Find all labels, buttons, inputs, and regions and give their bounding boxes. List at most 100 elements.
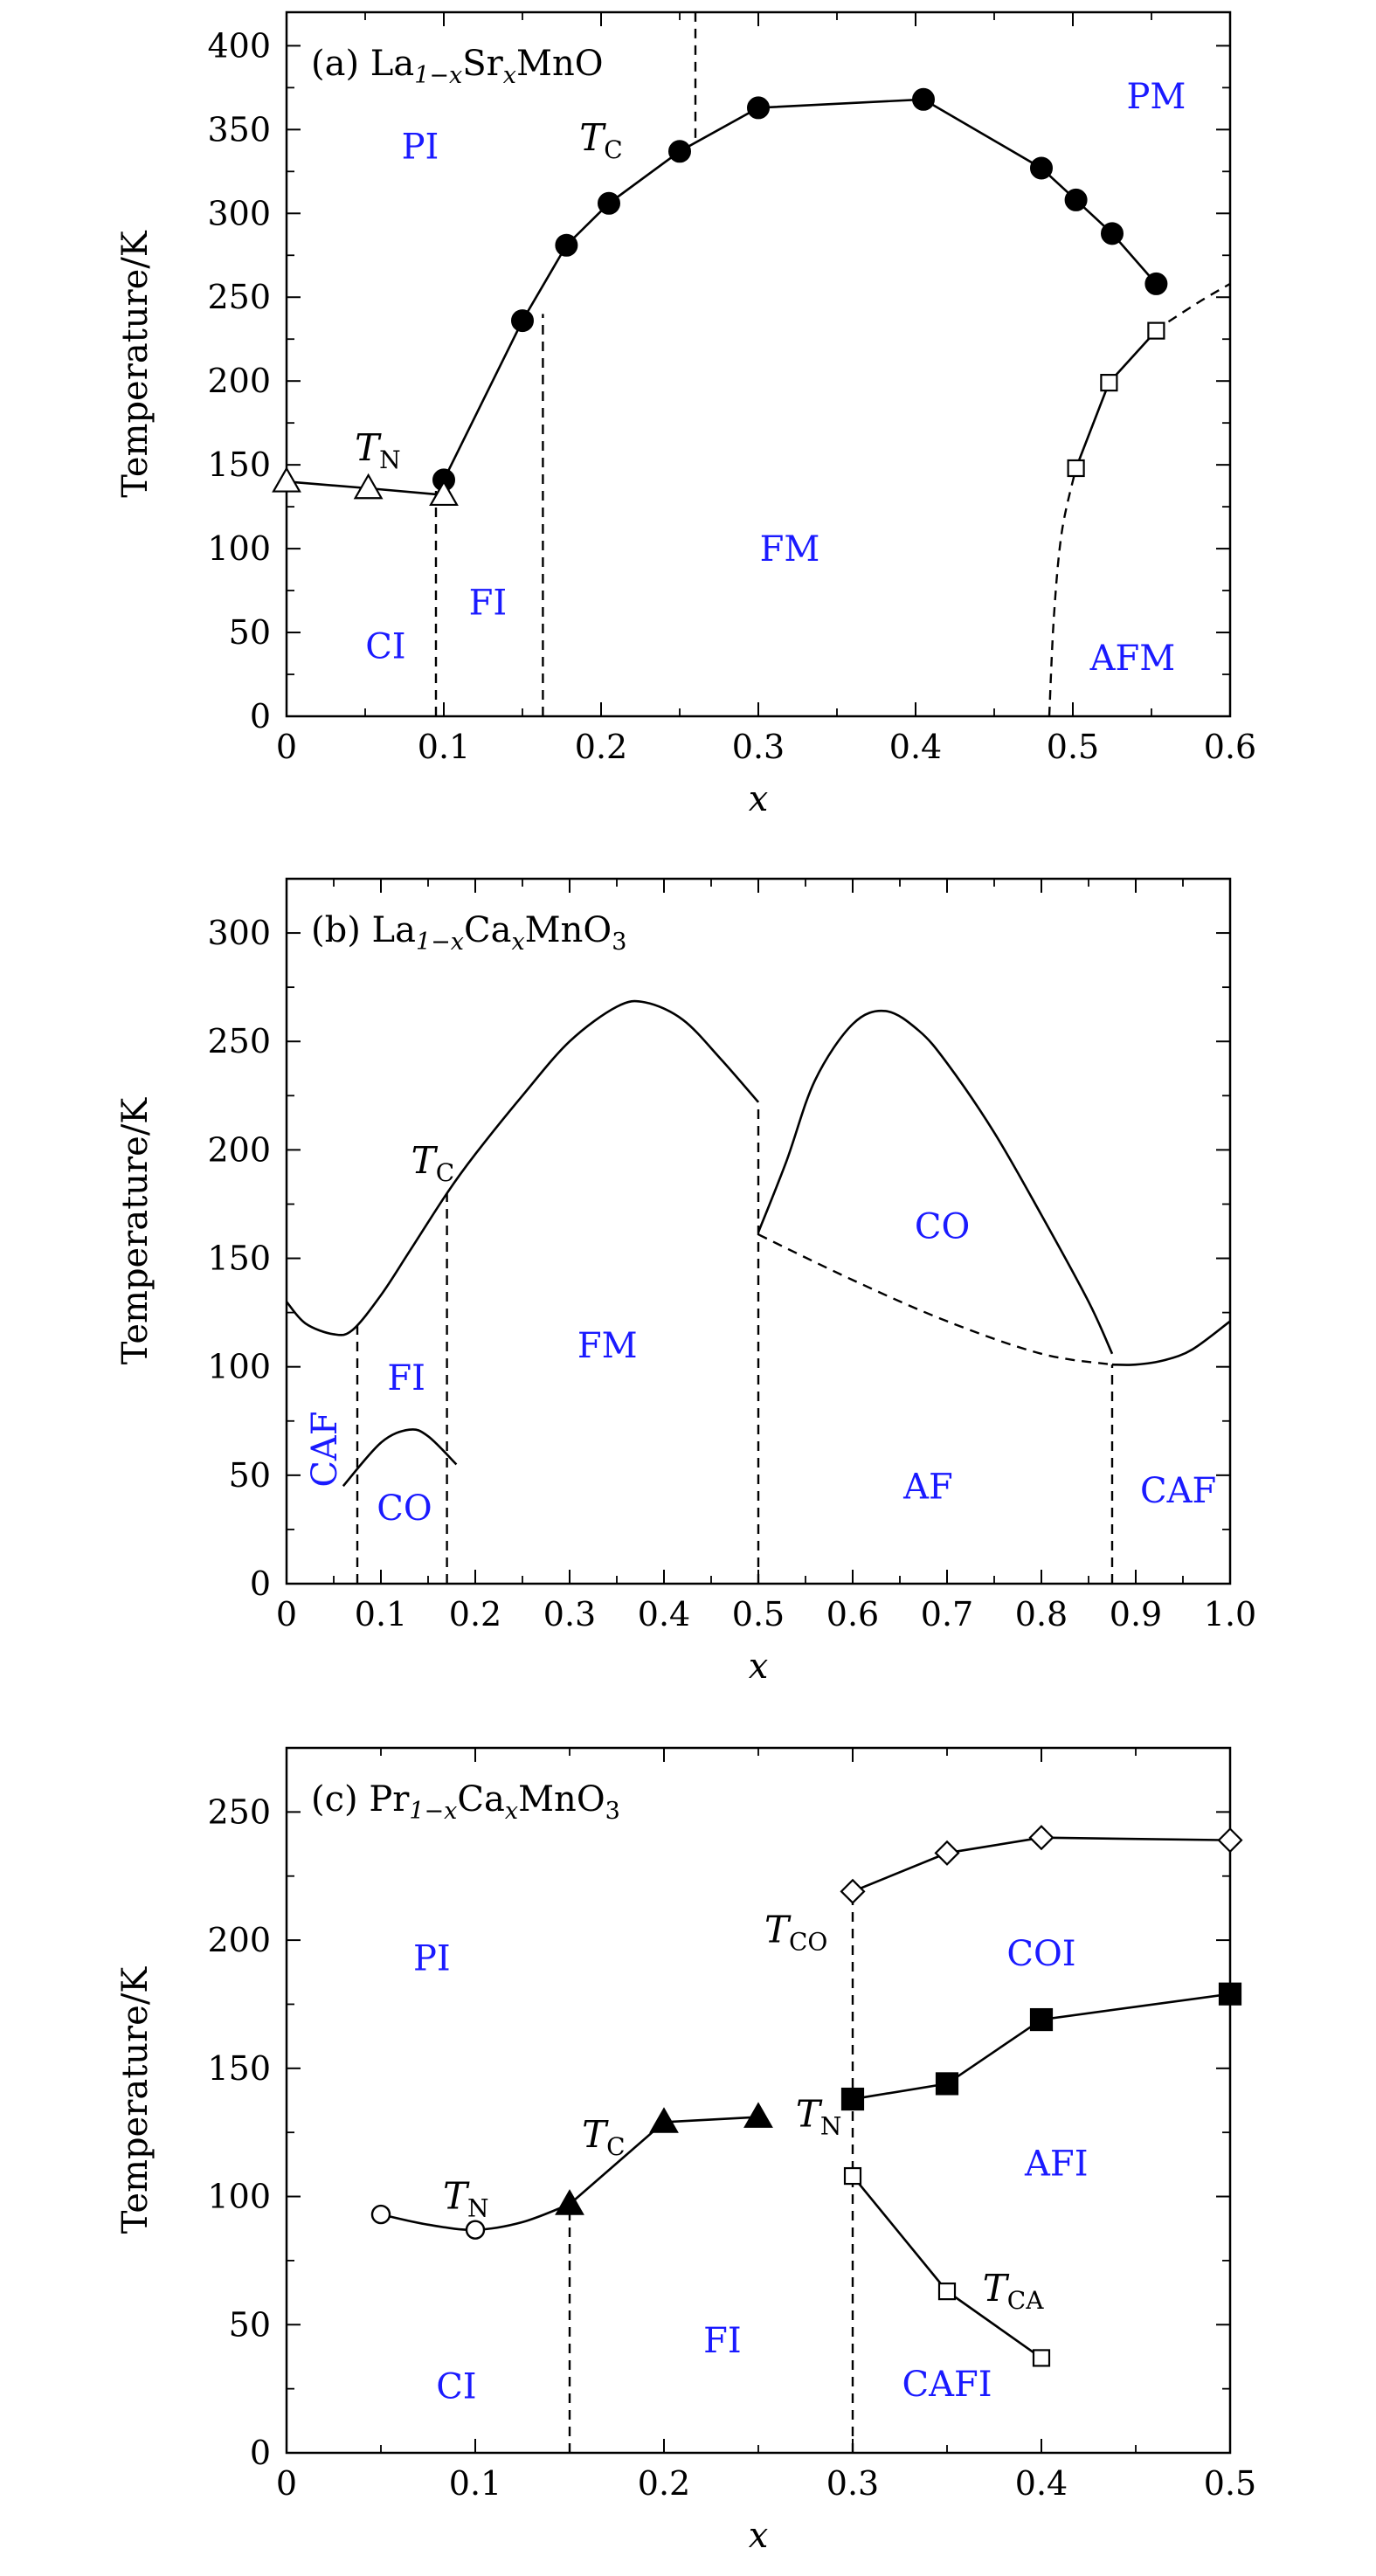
x-tick-label: 0 bbox=[276, 728, 297, 766]
data-point-open-square bbox=[1067, 459, 1085, 478]
data-point-filled-square bbox=[1218, 1982, 1242, 2006]
chart-title: (a) La1−xSrxMnO bbox=[311, 44, 604, 89]
data-point-open-triangle bbox=[272, 466, 301, 493]
data-point-filled-circle bbox=[1101, 222, 1124, 245]
panel-b-la-ca-mno3: 0 0.1 0.2 0.3 0.4 0.5 0.6 0.7 0.8 0.9 1.0 0 50 100 150… bbox=[115, 877, 1256, 1687]
y-tick-label: 0 bbox=[250, 697, 271, 736]
x-tick-label: 0.2 bbox=[449, 1595, 501, 1633]
temperature-annotation: TCO bbox=[764, 1908, 827, 1956]
x-tick-label: 0.2 bbox=[638, 2464, 690, 2503]
x-tick-label: 0.5 bbox=[1047, 728, 1099, 766]
data-point-filled-circle bbox=[912, 87, 935, 111]
data-point-filled-triangle bbox=[555, 2189, 584, 2215]
y-tick-label: 300 bbox=[207, 914, 271, 952]
y-tick-label: 150 bbox=[207, 1240, 271, 1278]
phase-region-label: PI bbox=[402, 128, 439, 168]
phase-region-label: CO bbox=[377, 1488, 432, 1529]
temperature-annotation: TCA bbox=[983, 2267, 1044, 2315]
phase-region-label: CAF bbox=[1140, 1471, 1216, 1511]
data-point-filled-circle bbox=[1030, 156, 1053, 180]
plot-frame bbox=[285, 1746, 1232, 2455]
phase-region-label: FI bbox=[703, 2321, 742, 2361]
phase-region-label: FI bbox=[469, 584, 508, 624]
temperature-annotation: TN bbox=[796, 2093, 842, 2141]
data-point-filled-circle bbox=[598, 191, 620, 215]
data-point-open-square bbox=[1147, 321, 1165, 340]
phase-region-label: PM bbox=[1126, 77, 1186, 117]
phase-boundary-dashed-curve bbox=[1153, 282, 1231, 332]
phase-boundary-dashed-curve bbox=[1048, 467, 1077, 717]
x-tick-label: 0.8 bbox=[1015, 1595, 1068, 1633]
x-tick-label: 0.1 bbox=[449, 2464, 501, 2503]
y-tick-label: 0 bbox=[250, 2434, 271, 2472]
x-tick-label: 0.4 bbox=[1015, 2464, 1068, 2503]
x-tick-label: 0.1 bbox=[418, 728, 470, 766]
x-tick-label: 0 bbox=[276, 2464, 297, 2503]
phase-boundary-dashed-curve bbox=[757, 1233, 1113, 1366]
series-line bbox=[852, 1992, 1231, 2101]
x-axis-title: x bbox=[749, 1647, 769, 1687]
x-tick-label: 0 bbox=[276, 1595, 297, 1633]
x-tick-label: 0.7 bbox=[921, 1595, 973, 1633]
x-tick-label: 0.9 bbox=[1110, 1595, 1162, 1633]
series-line bbox=[1075, 329, 1158, 469]
data-point-filled-square bbox=[1029, 2007, 1054, 2032]
phase-region-label: AFM bbox=[1089, 639, 1176, 679]
data-point-open-triangle bbox=[353, 473, 384, 500]
series-line bbox=[852, 1836, 1231, 1893]
y-tick-label: 250 bbox=[207, 278, 271, 316]
phase-boundary-curve bbox=[285, 999, 759, 1336]
x-tick-label: 0.4 bbox=[638, 1595, 690, 1633]
x-tick-label: 0.3 bbox=[543, 1595, 596, 1633]
phase-region-label: CO bbox=[915, 1206, 970, 1247]
y-tick-label: 0 bbox=[250, 1564, 271, 1603]
phase-boundary-curve bbox=[757, 1009, 1114, 1355]
phase-region-label: FM bbox=[760, 529, 820, 570]
x-tick-label: 0.5 bbox=[1204, 2464, 1256, 2503]
data-point-open-square bbox=[1032, 2349, 1051, 2367]
data-point-open-diamond bbox=[934, 1840, 960, 1866]
temperature-annotation: TC bbox=[579, 116, 622, 164]
chart-title: (b) La1−xCaxMnO3 bbox=[311, 910, 626, 956]
y-tick-label: 250 bbox=[207, 1792, 271, 1831]
phase-region-label: FI bbox=[387, 1358, 425, 1398]
series-line bbox=[851, 2175, 1042, 2359]
data-point-filled-triangle bbox=[649, 2107, 679, 2133]
x-tick-label: 0.6 bbox=[826, 1595, 879, 1633]
phase-region-label: COI bbox=[1006, 1934, 1075, 1974]
x-tick-label: 0.2 bbox=[575, 728, 627, 766]
temperature-annotation: TN bbox=[355, 426, 401, 474]
temperature-annotation: TN bbox=[443, 2175, 489, 2223]
data-point-filled-circle bbox=[1144, 272, 1168, 295]
phase-region-label: AF bbox=[902, 1467, 953, 1507]
y-tick-label: 200 bbox=[207, 1921, 271, 1959]
series-line bbox=[442, 98, 1158, 480]
data-point-open-triangle bbox=[429, 480, 459, 507]
phase-region-label: CI bbox=[365, 626, 405, 666]
phase-boundary-curve bbox=[1111, 1320, 1231, 1366]
x-tick-label: 0.1 bbox=[355, 1595, 407, 1633]
data-point-open-diamond bbox=[1028, 1825, 1054, 1851]
y-axis-title: Temperature/K bbox=[115, 230, 156, 498]
y-tick-label: 100 bbox=[207, 2178, 271, 2216]
data-point-open-circle bbox=[370, 2204, 391, 2225]
x-tick-label: 0.3 bbox=[826, 2464, 879, 2503]
data-point-open-square bbox=[1100, 374, 1118, 392]
data-point-open-diamond bbox=[840, 1878, 866, 1904]
phase-region-label: FM bbox=[577, 1326, 638, 1366]
x-tick-label: 0.4 bbox=[889, 728, 942, 766]
y-tick-label: 150 bbox=[207, 2049, 271, 2088]
data-point-open-square bbox=[937, 2282, 957, 2301]
y-tick-label: 400 bbox=[207, 26, 271, 65]
data-point-filled-square bbox=[840, 2087, 865, 2111]
phase-region-label: PI bbox=[413, 1939, 451, 1979]
chart-title: (c) Pr1−xCaxMnO3 bbox=[311, 1779, 620, 1825]
y-axis-title: Temperature/K bbox=[115, 1966, 156, 2234]
data-point-filled-circle bbox=[555, 233, 578, 257]
x-tick-label: 0.5 bbox=[732, 1595, 785, 1633]
panel-a-la-sr-mno: 0 0.1 0.2 0.3 0.4 0.5 0.6 0 50 100 150 200 250 300 350… bbox=[115, 10, 1256, 819]
panel-c-pr-ca-mno3: 0 0.1 0.2 0.3 0.4 0.5 0 50 100 150 200 250 x Temperat… bbox=[115, 1746, 1256, 2556]
phase-region-label: AFI bbox=[1024, 2144, 1088, 2184]
data-point-open-diamond bbox=[1217, 1827, 1243, 1854]
